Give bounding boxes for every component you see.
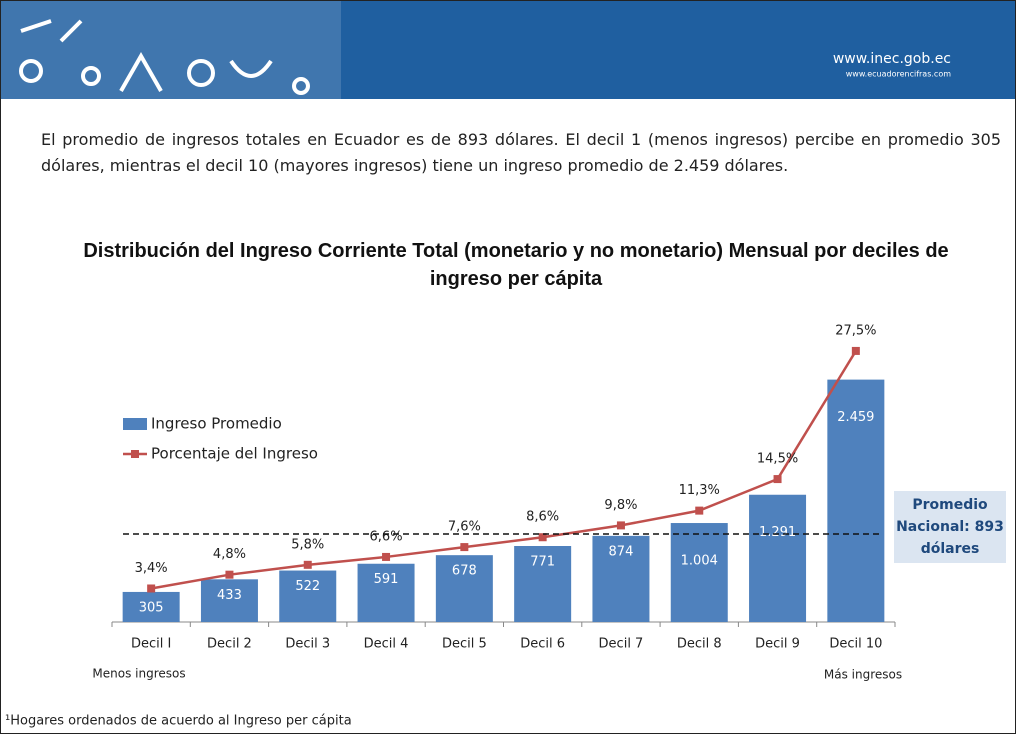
bar — [749, 494, 807, 622]
line — [150, 350, 857, 590]
x-tick-label: Decil 4 — [364, 637, 409, 652]
bar — [435, 555, 493, 622]
right-note: Más ingresos — [824, 668, 902, 682]
bar — [122, 591, 180, 622]
line-marker — [147, 584, 156, 593]
legend-label: Porcentaje del Ingreso — [151, 445, 318, 463]
bar — [670, 523, 728, 622]
line-marker — [773, 475, 782, 484]
bar-label: 1.291 — [759, 525, 796, 540]
x-tick-label: Decil 5 — [442, 637, 487, 652]
reference-label: Promedio Nacional: 893 dólares — [894, 491, 1006, 563]
x-tick-label: Decil 8 — [677, 637, 722, 652]
x-tick-label: Decil 10 — [829, 637, 882, 652]
x-tick-label: Decil 6 — [520, 637, 565, 652]
line-marker — [225, 570, 234, 579]
line-marker — [303, 560, 312, 569]
line-label: 14,5% — [757, 452, 798, 467]
legend-label: Ingreso Promedio — [151, 415, 282, 433]
banner-decoration — [19, 19, 310, 95]
bar-label: 305 — [139, 600, 164, 615]
footnote: ¹Hogares ordenados de acuerdo al Ingreso… — [5, 714, 352, 729]
bar — [592, 535, 650, 622]
line-label: 9,8% — [604, 498, 637, 513]
line-marker — [382, 552, 391, 561]
bar-label: 678 — [452, 564, 477, 579]
line-label: 11,3% — [679, 483, 720, 498]
chart-title: Distribución del Ingreso Corriente Total… — [83, 240, 949, 290]
x-tick-label: Decil I — [131, 637, 171, 652]
legend-swatch — [131, 450, 139, 458]
x-tick-label: Decil 3 — [285, 637, 330, 652]
line-label: 5,8% — [291, 537, 324, 552]
line-marker — [460, 543, 469, 552]
line-marker — [851, 346, 860, 355]
bar-label: 771 — [530, 555, 555, 570]
x-tick-label: Decil 2 — [207, 637, 252, 652]
banner-decoration — [1, 1, 341, 99]
line-marker — [695, 506, 704, 515]
line-marker — [538, 533, 547, 542]
site: www.inec.gob.ec — [833, 51, 951, 67]
bar — [357, 563, 415, 622]
bar — [827, 379, 885, 622]
line-label: 4,8% — [213, 547, 246, 562]
bar-label: 522 — [295, 579, 320, 594]
line-marker — [616, 521, 625, 530]
line-label: 8,6% — [526, 510, 559, 525]
line-label: 7,6% — [448, 520, 481, 535]
bar-label: 433 — [217, 588, 242, 603]
left-note: Menos ingresos — [92, 667, 185, 681]
legend-swatch — [123, 418, 147, 430]
x-tick-label: Decil 9 — [755, 637, 800, 652]
bar-label: 874 — [609, 544, 634, 559]
bar — [279, 570, 337, 622]
bar-label: 1.004 — [681, 554, 718, 569]
x-tick-label: Decil 7 — [599, 637, 644, 652]
line-label: 3,4% — [135, 561, 168, 576]
bar-label: 2.459 — [837, 410, 874, 425]
bar-label: 591 — [374, 572, 399, 587]
line-label: 27,5% — [835, 323, 876, 338]
banner — [1, 1, 1015, 99]
subsite: www.ecuadorencifras.com — [846, 70, 951, 79]
bar — [200, 579, 258, 622]
line-label: 6,6% — [370, 529, 403, 544]
intro: El promedio de ingresos totales en Ecuad… — [41, 130, 1001, 175]
bar — [514, 546, 572, 622]
plot: Decil I Decil 2 Decil 3 Decil 4 Decil 5 Decil… — [111, 323, 896, 652]
